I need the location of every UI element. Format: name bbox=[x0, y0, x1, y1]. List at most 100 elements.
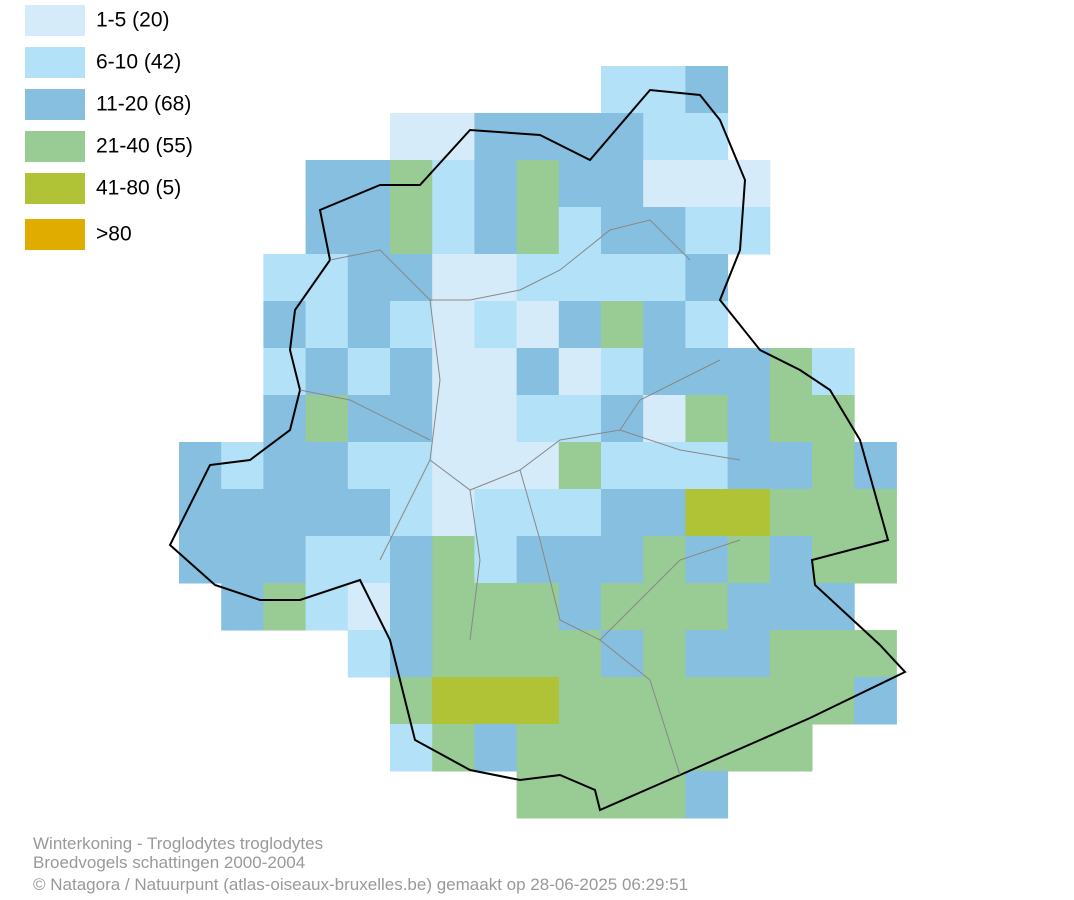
grid-cell bbox=[643, 677, 686, 725]
grid-cell bbox=[347, 489, 391, 537]
legend: 1-5 (20) 6-10 (42) 11-20 (68) 21-40 (55) 41-… bbox=[25, 5, 193, 250]
grid-cell bbox=[390, 724, 433, 772]
grid-cell bbox=[474, 254, 518, 302]
grid-cell bbox=[643, 301, 686, 349]
legend-swatch bbox=[25, 219, 85, 250]
grid-cell bbox=[812, 677, 855, 725]
caption-line: © Natagora / Natuurpunt (atlas-oiseaux-b… bbox=[33, 875, 688, 894]
grid-cell bbox=[601, 395, 644, 443]
grid-cell bbox=[643, 583, 686, 631]
grid-cell bbox=[516, 207, 560, 255]
grid-cell bbox=[432, 207, 475, 255]
grid-cell bbox=[685, 489, 729, 537]
grid-cell bbox=[558, 160, 602, 208]
grid-cell bbox=[601, 536, 644, 584]
grid-cell bbox=[390, 254, 433, 302]
grid-cell bbox=[432, 442, 475, 490]
grid-cell bbox=[558, 442, 602, 490]
grid bbox=[179, 66, 897, 819]
grid-cell bbox=[432, 536, 475, 584]
grid-cell bbox=[474, 489, 518, 537]
grid-cell bbox=[685, 160, 729, 208]
grid-cell bbox=[432, 724, 475, 772]
grid-cell bbox=[305, 395, 349, 443]
grid-cell bbox=[347, 254, 391, 302]
grid-cell bbox=[727, 395, 771, 443]
grid-cell bbox=[769, 583, 813, 631]
grid-cell bbox=[263, 442, 307, 490]
grid-cell bbox=[474, 160, 518, 208]
grid-cell bbox=[474, 630, 518, 678]
grid-cell bbox=[643, 489, 686, 537]
grid-cell bbox=[221, 583, 264, 631]
grid-cell bbox=[601, 677, 644, 725]
grid-cell bbox=[558, 301, 602, 349]
grid-cell bbox=[474, 724, 518, 772]
grid-cell bbox=[516, 254, 560, 302]
grid-cell bbox=[474, 207, 518, 255]
grid-cell bbox=[516, 160, 560, 208]
legend-label: 41-80 (5) bbox=[96, 177, 181, 200]
legend-label: 1-5 (20) bbox=[96, 9, 170, 32]
grid-cell bbox=[474, 583, 518, 631]
grid-cell bbox=[558, 536, 602, 584]
grid-cell bbox=[727, 160, 771, 208]
grid-cell bbox=[516, 724, 560, 772]
grid-cell bbox=[390, 630, 433, 678]
grid-cell bbox=[685, 207, 729, 255]
grid-cell bbox=[601, 583, 644, 631]
legend-swatch bbox=[25, 131, 85, 162]
grid-cell bbox=[432, 395, 475, 443]
grid-cell bbox=[854, 630, 897, 678]
grid-cell bbox=[347, 536, 391, 584]
grid-cell bbox=[685, 583, 729, 631]
grid-cell bbox=[643, 442, 686, 490]
grid-cell bbox=[263, 489, 307, 537]
grid-cell bbox=[812, 583, 855, 631]
grid-cell bbox=[474, 536, 518, 584]
grid-cell bbox=[305, 489, 349, 537]
grid-cell bbox=[390, 442, 433, 490]
grid-cell bbox=[263, 536, 307, 584]
grid-cell bbox=[812, 536, 855, 584]
grid-cell bbox=[812, 348, 855, 396]
grid-cell bbox=[516, 348, 560, 396]
legend-label: 11-20 (68) bbox=[96, 93, 191, 116]
grid-cell bbox=[390, 160, 433, 208]
grid-cell bbox=[727, 724, 771, 772]
grid-cell bbox=[685, 113, 729, 161]
grid-cell bbox=[390, 207, 433, 255]
grid-cell bbox=[516, 536, 560, 584]
grid-cell bbox=[263, 395, 307, 443]
grid-cell bbox=[390, 489, 433, 537]
grid-cell bbox=[685, 677, 729, 725]
grid-cell bbox=[727, 536, 771, 584]
grid-cell bbox=[347, 348, 391, 396]
grid-cell bbox=[727, 677, 771, 725]
grid-cell bbox=[854, 677, 897, 725]
grid-cell bbox=[769, 677, 813, 725]
grid-cell bbox=[347, 301, 391, 349]
grid-cell bbox=[305, 442, 349, 490]
legend-label: >80 bbox=[96, 223, 132, 246]
grid-cell bbox=[516, 630, 560, 678]
grid-cell bbox=[305, 160, 349, 208]
grid-cell bbox=[558, 583, 602, 631]
grid-cell bbox=[854, 442, 897, 490]
grid-cell bbox=[347, 160, 391, 208]
grid-cell bbox=[179, 442, 222, 490]
grid-cell bbox=[558, 348, 602, 396]
grid-cell bbox=[601, 254, 644, 302]
grid-cell bbox=[558, 724, 602, 772]
grid-cell bbox=[643, 630, 686, 678]
grid-cell bbox=[558, 630, 602, 678]
grid-cell bbox=[769, 395, 813, 443]
grid-cell bbox=[643, 771, 686, 819]
grid-cell bbox=[727, 583, 771, 631]
legend-label: 6-10 (42) bbox=[96, 51, 181, 74]
grid-cell bbox=[516, 583, 560, 631]
legend-swatch bbox=[25, 89, 85, 120]
grid-cell bbox=[516, 395, 560, 443]
grid-cell bbox=[558, 113, 602, 161]
grid-cell bbox=[432, 583, 475, 631]
